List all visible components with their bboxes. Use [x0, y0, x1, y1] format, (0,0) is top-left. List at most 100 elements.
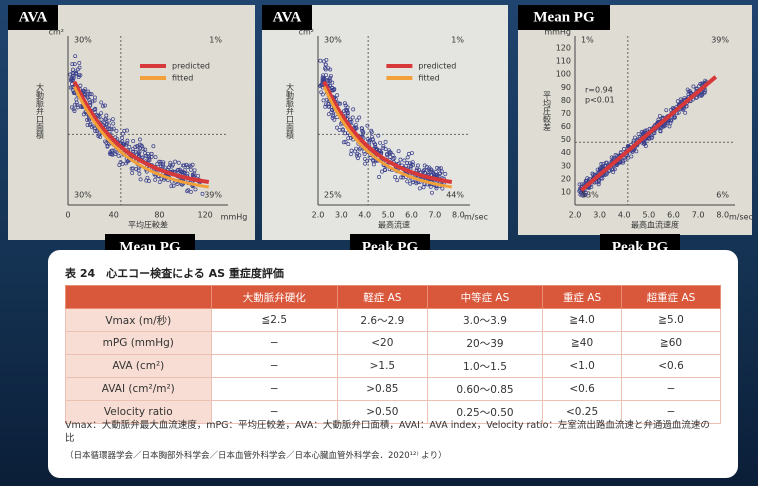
- table-cell: −: [211, 332, 337, 355]
- row-label: mPG (mmHg): [66, 332, 212, 355]
- x-tick-label: 7.0: [692, 211, 705, 220]
- corner-percent: 44%: [446, 191, 464, 200]
- panel-label: Mean PG: [533, 9, 595, 25]
- y-tick-label: 70: [561, 109, 571, 118]
- table-cell: −: [211, 355, 337, 378]
- table-row: AVA (cm²)−>1.51.0～1.5<1.0<0.6: [66, 355, 721, 378]
- legend-label: predicted: [418, 62, 456, 71]
- x-unit: m/sec: [464, 213, 488, 222]
- y-tick-label: 20: [561, 174, 571, 183]
- legend-label: fitted: [418, 74, 439, 83]
- x-tick-label: 7.0: [429, 211, 442, 220]
- x-tick-label: 6.0: [667, 211, 680, 220]
- x-tick-label: 0: [65, 211, 70, 220]
- corner-percent: 1%: [451, 36, 464, 45]
- table-cell: ≧60: [622, 332, 721, 355]
- table-panel: 表 24 心エコー検査による AS 重症度評価 大動脈弁硬化軽症 AS中等症 A…: [48, 250, 738, 478]
- row-label: AVAI (cm²/m²): [66, 378, 212, 401]
- row-label: AVA (cm²): [66, 355, 212, 378]
- x-tick-label: 4.0: [358, 211, 371, 220]
- y-tick-label: 120: [556, 44, 571, 53]
- y-title: 大動脈弁口面積: [36, 82, 45, 140]
- corner-percent: 1%: [209, 36, 222, 45]
- x-tick-label: 3.0: [335, 211, 348, 220]
- slide: cm²大動脈弁口面積平均圧較差04080120mmHg30%1%30%39%pr…: [0, 0, 758, 486]
- corner-percent: 6%: [716, 191, 729, 200]
- table-cell: <20: [337, 332, 427, 355]
- x-tick-label: 6.0: [405, 211, 418, 220]
- table-cell: 20～39: [427, 332, 542, 355]
- x-tick-label: 4.0: [618, 211, 631, 220]
- table-cell: <1.0: [543, 355, 622, 378]
- footnote: Vmax：大動脈弁最大血流速度，mPG：平均圧較差，AVA：大動脈弁口面積，AV…: [65, 419, 715, 445]
- x-tick-label: 5.0: [382, 211, 395, 220]
- plots: cm²大動脈弁口面積平均圧較差04080120mmHg30%1%30%39%pr…: [0, 0, 758, 262]
- y-tick-label: 110: [556, 57, 571, 66]
- x-tick-label: 40: [109, 211, 119, 220]
- corner-percent: 53%: [581, 191, 599, 200]
- corner-percent: 1%: [581, 36, 594, 45]
- table-cell: <0.6: [543, 378, 622, 401]
- x-tick-label: 2.0: [569, 211, 582, 220]
- header-cell: 超重症 AS: [622, 286, 721, 309]
- row-label: Vmax (m/秒): [66, 309, 212, 332]
- y-tick-label: 30: [561, 161, 571, 170]
- table-cell: 0.60～0.85: [427, 378, 542, 401]
- x-unit: mmHg: [221, 213, 248, 222]
- x-title: 最高血流速度: [631, 220, 679, 230]
- severity-table: 大動脈弁硬化軽症 AS中等症 AS重症 AS超重症 AS Vmax (m/秒)≦…: [65, 285, 721, 424]
- y-tick-label: 60: [561, 122, 571, 131]
- table-cell: >0.85: [337, 378, 427, 401]
- table-row: Vmax (m/秒)≦2.52.6～2.93.0～3.9≧4.0≧5.0: [66, 309, 721, 332]
- y-title: 平均圧較差: [543, 91, 552, 131]
- table-cell: ≧40: [543, 332, 622, 355]
- corner-percent: 30%: [324, 36, 342, 45]
- y-title: 大動脈弁口面積: [286, 82, 295, 140]
- table-cell: 2.6～2.9: [337, 309, 427, 332]
- y-tick-label: 80: [561, 96, 571, 105]
- y-tick-label: 50: [561, 135, 571, 144]
- table-cell: −: [211, 378, 337, 401]
- x-title: 最高流速: [378, 220, 410, 230]
- table-row: AVAI (cm²/m²)−>0.850.60～0.85<0.6−: [66, 378, 721, 401]
- corner-percent: 30%: [74, 191, 92, 200]
- y-tick-label: 100: [556, 70, 571, 79]
- x-tick-label: 8.0: [716, 211, 729, 220]
- stat-label: r=0.94: [585, 86, 613, 95]
- table-cell: ≧4.0: [543, 309, 622, 332]
- table-row: mPG (mmHg)−<2020～39≧40≧60: [66, 332, 721, 355]
- corner-percent: 30%: [74, 36, 92, 45]
- table-cell: −: [622, 378, 721, 401]
- table-cell: <0.6: [622, 355, 721, 378]
- table-cell: 1.0～1.5: [427, 355, 542, 378]
- source: （日本循環器学会／日本胸部外科学会／日本血管外科学会／日本心臓血管外科学会．20…: [65, 449, 447, 461]
- table-cell: ≦2.5: [211, 309, 337, 332]
- x-title: 平均圧較差: [128, 220, 168, 230]
- y-tick-label: 40: [561, 148, 571, 157]
- y-tick-label: 90: [561, 83, 571, 92]
- header-cell: 重症 AS: [543, 286, 622, 309]
- table-cell: >1.5: [337, 355, 427, 378]
- legend-label: fitted: [172, 74, 193, 83]
- panel-label: AVA: [273, 9, 302, 25]
- panel-label: AVA: [19, 9, 48, 25]
- x-tick-label: 8.0: [452, 211, 465, 220]
- header-cell: 中等症 AS: [427, 286, 542, 309]
- x-unit: m/sec: [729, 213, 753, 222]
- table-cell: 3.0～3.9: [427, 309, 542, 332]
- x-tick-label: 120: [198, 211, 213, 220]
- x-tick-label: 5.0: [642, 211, 655, 220]
- header-cell: [66, 286, 212, 309]
- x-tick-label: 2.0: [312, 211, 325, 220]
- corner-percent: 39%: [711, 36, 729, 45]
- corner-percent: 25%: [324, 191, 342, 200]
- header-cell: 軽症 AS: [337, 286, 427, 309]
- header-cell: 大動脈弁硬化: [211, 286, 337, 309]
- legend-label: predicted: [172, 62, 210, 71]
- x-tick-label: 3.0: [593, 211, 606, 220]
- stat-label: p<0.01: [585, 96, 615, 105]
- corner-percent: 39%: [204, 191, 222, 200]
- y-tick-label: 10: [561, 187, 571, 196]
- table-cell: ≧5.0: [622, 309, 721, 332]
